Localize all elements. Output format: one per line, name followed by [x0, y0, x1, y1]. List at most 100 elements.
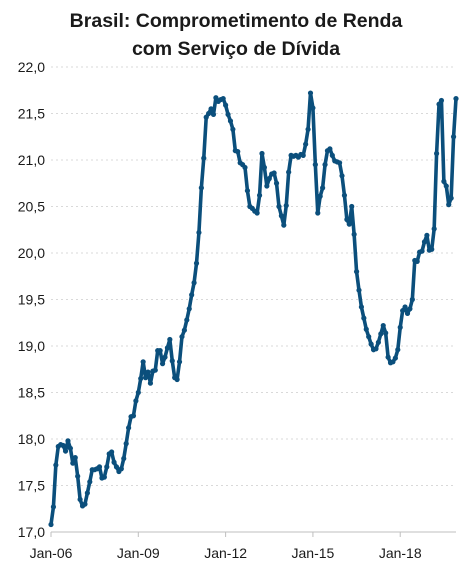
chart-title-line-2: com Serviço de Dívida	[132, 38, 340, 60]
data-point	[438, 97, 445, 104]
y-tick-label: 19,0	[18, 338, 45, 354]
data-point	[75, 473, 81, 479]
data-point	[281, 222, 287, 228]
data-point	[50, 504, 57, 510]
data-point	[278, 213, 284, 219]
y-tick-label: 20,5	[18, 199, 45, 215]
data-point	[123, 441, 129, 447]
data-point	[414, 258, 420, 264]
data-point	[395, 347, 401, 353]
y-tick-label: 21,5	[18, 106, 45, 122]
data-point	[227, 118, 234, 124]
data-point	[101, 474, 107, 480]
data-point	[446, 202, 452, 208]
x-tick-label: Jan-12	[204, 545, 247, 561]
data-point	[448, 195, 454, 201]
data-point	[409, 296, 415, 303]
data-point	[375, 339, 381, 345]
data-point	[113, 464, 120, 470]
data-point	[193, 260, 200, 266]
y-tick-label: 19,5	[18, 292, 45, 308]
data-point	[235, 149, 241, 155]
data-point	[259, 150, 265, 157]
data-point	[273, 180, 280, 186]
data-point	[424, 232, 430, 238]
data-point	[380, 322, 386, 329]
data-point	[242, 164, 248, 171]
data-point	[261, 164, 268, 171]
data-point	[421, 239, 428, 245]
data-point	[283, 202, 289, 209]
data-point	[429, 246, 435, 252]
data-point	[198, 185, 204, 191]
data-point	[300, 152, 306, 158]
data-point	[138, 375, 144, 382]
data-point	[225, 111, 231, 118]
data-point	[327, 146, 333, 152]
data-point	[133, 398, 139, 404]
data-point	[322, 162, 328, 168]
y-tick-label: 17,0	[18, 524, 45, 540]
data-point	[402, 304, 408, 310]
data-point	[67, 445, 74, 451]
data-point	[121, 455, 127, 462]
data-point	[276, 203, 282, 210]
data-point	[312, 162, 318, 168]
x-tick-label: Jan-09	[117, 545, 160, 561]
data-point	[329, 152, 335, 158]
x-tick-label: Jan-06	[30, 545, 73, 561]
data-point	[320, 185, 326, 191]
x-tick-label: Jan-18	[379, 545, 422, 561]
data-point	[87, 479, 93, 485]
y-tick-label: 22,0	[18, 59, 45, 75]
data-point	[303, 141, 309, 147]
data-point	[450, 134, 457, 140]
data-point	[366, 334, 372, 340]
data-point	[433, 150, 440, 157]
data-point	[441, 178, 447, 184]
data-point	[336, 160, 343, 166]
y-tick-label: 21,0	[18, 152, 45, 168]
data-point	[220, 96, 226, 102]
data-point	[346, 221, 352, 227]
data-point	[266, 176, 272, 182]
data-point	[305, 126, 311, 132]
data-point	[65, 438, 71, 444]
data-point	[157, 348, 163, 354]
data-point	[140, 359, 146, 365]
y-tick-label: 17,5	[18, 478, 45, 494]
data-point	[244, 188, 251, 194]
data-point	[164, 345, 171, 351]
data-point	[174, 376, 180, 383]
data-point	[142, 375, 149, 381]
data-point	[349, 203, 355, 210]
data-point	[390, 359, 396, 365]
x-tick-label: Jan-15	[292, 545, 335, 561]
series-line	[48, 90, 459, 528]
data-point	[48, 521, 54, 528]
data-point	[351, 231, 357, 237]
data-point	[96, 464, 103, 470]
data-point	[230, 126, 236, 132]
data-point	[213, 95, 219, 101]
data-point	[206, 110, 212, 117]
data-point	[400, 308, 406, 314]
data-point	[181, 327, 187, 333]
data-point	[60, 442, 66, 449]
data-point	[196, 229, 202, 236]
data-point	[223, 102, 229, 108]
data-point	[378, 331, 384, 337]
data-point	[286, 169, 292, 175]
data-point	[254, 210, 260, 216]
data-point	[203, 114, 209, 120]
data-point	[147, 380, 154, 386]
data-point	[356, 287, 362, 293]
data-point	[135, 389, 141, 396]
data-point	[271, 170, 277, 176]
data-point	[341, 192, 348, 198]
data-point	[256, 192, 263, 198]
data-point	[152, 367, 158, 373]
data-point	[358, 304, 365, 310]
